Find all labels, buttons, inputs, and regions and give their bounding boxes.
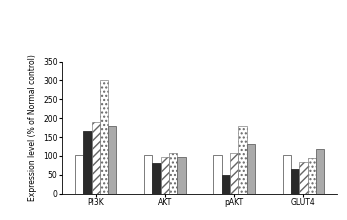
Bar	[169, 153, 177, 194]
Bar	[213, 155, 222, 194]
Y-axis label: Expression level (% of Normal control): Expression level (% of Normal control)	[28, 54, 37, 201]
Bar	[247, 144, 255, 194]
Bar	[282, 155, 291, 194]
Bar	[316, 149, 324, 194]
Bar	[238, 126, 247, 194]
Bar	[144, 155, 152, 194]
Bar	[75, 155, 83, 194]
Bar	[92, 122, 100, 194]
Bar	[291, 169, 299, 194]
Bar	[83, 131, 92, 194]
Bar	[108, 126, 117, 194]
Bar	[230, 153, 238, 194]
Bar	[222, 175, 230, 194]
Bar	[177, 157, 186, 194]
Bar	[152, 163, 161, 194]
Bar	[299, 161, 307, 194]
Bar	[100, 81, 108, 194]
Bar	[161, 157, 169, 194]
Bar	[307, 158, 316, 194]
